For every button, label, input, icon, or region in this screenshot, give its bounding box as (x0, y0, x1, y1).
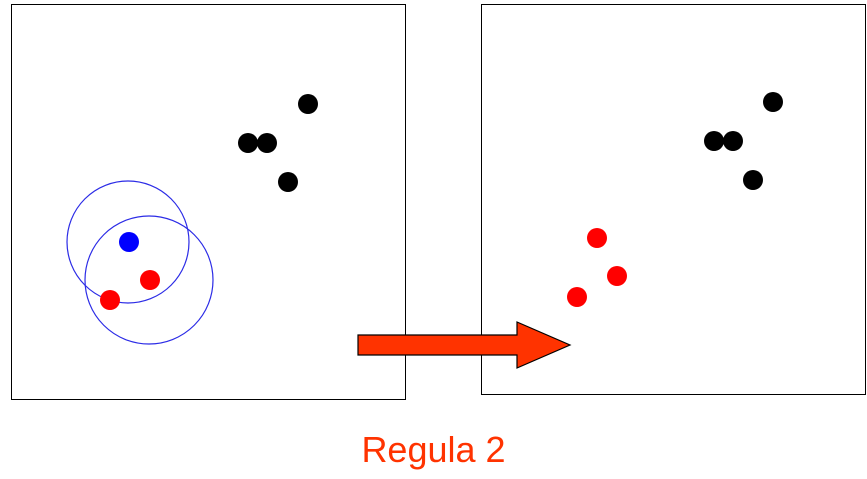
left-black-point (278, 172, 298, 192)
neighborhood-circle-blue (66, 180, 190, 304)
left-panel (11, 4, 406, 400)
right-red-point (567, 287, 587, 307)
left-black-point (238, 133, 258, 153)
right-black-point (704, 131, 724, 151)
right-red-point (587, 228, 607, 248)
right-black-point (723, 131, 743, 151)
left-panel-frame (11, 4, 406, 400)
left-black-point (257, 133, 277, 153)
right-arrow-icon (357, 321, 572, 369)
right-panel (481, 4, 866, 395)
left-red-point (140, 270, 160, 290)
right-black-point (743, 170, 763, 190)
left-black-point (298, 94, 318, 114)
neighborhood-circle-red (84, 215, 214, 345)
right-panel-frame (481, 4, 866, 395)
right-red-point (607, 266, 627, 286)
right-black-point (763, 92, 783, 112)
left-blue-point (119, 232, 139, 252)
diagram-caption: Regula 2 (361, 429, 506, 470)
left-red-point (100, 290, 120, 310)
